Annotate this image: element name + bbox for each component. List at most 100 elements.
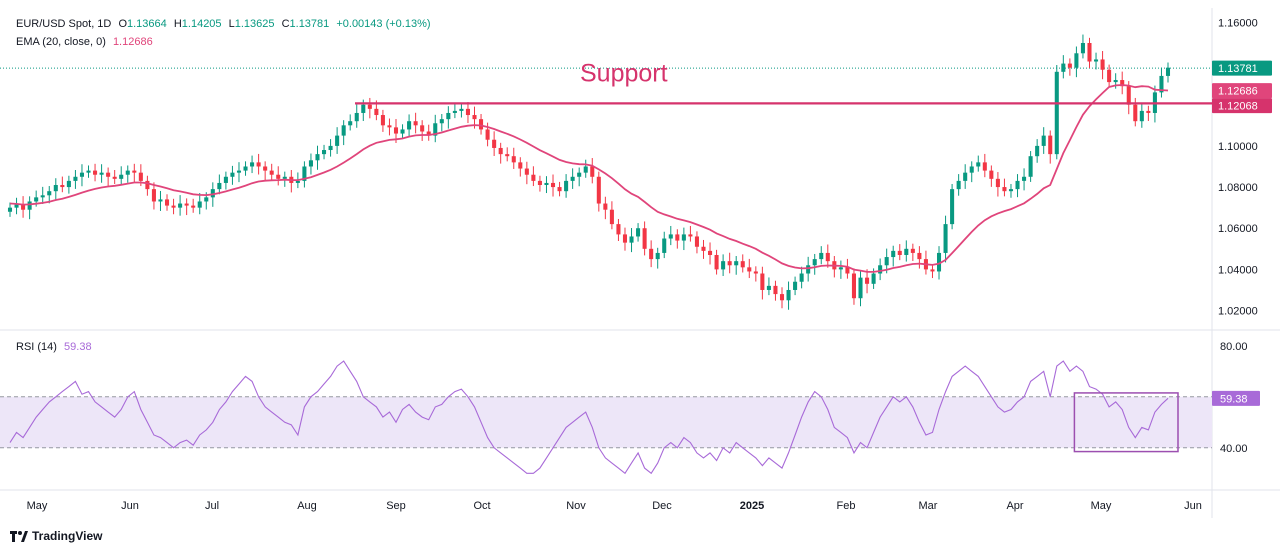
candle-body — [708, 250, 713, 255]
last-price-tag-bg — [1212, 60, 1272, 76]
candle-body — [976, 162, 981, 167]
rsi-label[interactable]: RSI (14) — [16, 341, 57, 353]
candle-body — [1061, 63, 1066, 72]
time-tick-label: May — [27, 500, 48, 512]
candle-body — [884, 257, 889, 266]
candle-body — [505, 154, 510, 157]
candle-body — [577, 172, 582, 177]
candle-body — [878, 265, 883, 274]
ohlc-legend: EUR/USD Spot, 1D O1.13664 H1.14205 L1.13… — [16, 18, 435, 30]
rsi-tick-label: 80.00 — [1220, 341, 1248, 353]
candle-body — [1120, 80, 1125, 87]
candle-body — [1107, 69, 1112, 83]
candle-body — [446, 112, 451, 120]
candle-body — [865, 277, 870, 284]
time-tick-label: Jun — [1184, 500, 1202, 512]
candle-body — [603, 203, 608, 210]
candle-body — [557, 187, 562, 192]
candle-body — [178, 203, 183, 208]
candle-body — [819, 252, 824, 260]
price-tick-label: 1.02000 — [1218, 306, 1258, 318]
time-tick-label: Dec — [652, 500, 672, 512]
candle-body — [276, 174, 281, 179]
candle-body — [891, 250, 896, 258]
support-annotation: Support — [580, 59, 668, 87]
candle-body — [622, 234, 628, 243]
tradingview-brand: TradingView — [32, 529, 103, 543]
time-tick-label: Aug — [297, 500, 317, 512]
candle-body — [897, 250, 902, 255]
ema-price-tag: 1.12686 — [1218, 86, 1258, 98]
candle-body — [609, 209, 614, 225]
candle-body — [570, 176, 575, 181]
high-value: 1.14205 — [181, 18, 222, 30]
candle-body — [799, 273, 804, 282]
time-tick-label: Jul — [205, 500, 219, 512]
candle-body — [1074, 53, 1079, 68]
rsi-axis[interactable]: 80.00 40.00 59.38 — [1212, 341, 1260, 455]
price-axis[interactable]: 1.16000 1.10000 1.08000 1.06000 1.04000 1.020… — [1218, 17, 1258, 317]
candle-body — [151, 189, 156, 202]
candle-body — [701, 246, 706, 251]
candle-body — [1087, 42, 1092, 62]
candle-body — [531, 174, 536, 181]
candle-body — [60, 185, 65, 188]
candle-body — [629, 236, 634, 243]
candle-body — [989, 170, 994, 179]
candle-body — [518, 162, 523, 169]
candle-body — [328, 145, 333, 151]
ema-legend: EMA (20, close, 0) 1.12686 — [16, 36, 157, 48]
rsi-band — [0, 396, 1212, 448]
candle-body — [564, 180, 569, 192]
candle-body — [550, 182, 556, 188]
candle-body — [145, 180, 150, 190]
support-price-tag: 1.12068 — [1218, 101, 1258, 113]
candle-body — [1048, 135, 1053, 155]
close-label: C — [281, 18, 290, 30]
rsi-line — [9, 360, 1169, 475]
candle-body — [433, 123, 438, 136]
candle-body — [367, 104, 372, 109]
candle-body — [793, 281, 798, 290]
candle-body — [302, 166, 307, 181]
candle-body — [204, 197, 209, 202]
candle-body — [191, 205, 196, 208]
time-axis[interactable]: May Jun Jul Aug Sep Oct Nov Dec 2025 Feb Mar Apr May… — [27, 500, 1202, 512]
candle-body — [269, 170, 274, 175]
candle-body — [714, 254, 719, 270]
candle-body — [164, 199, 170, 206]
candle-body — [53, 185, 58, 192]
candle-body — [766, 285, 771, 290]
candle-body — [400, 129, 405, 134]
candle-body — [112, 176, 117, 179]
ema-label[interactable]: EMA (20, close, 0) — [16, 36, 106, 48]
time-tick-label: Mar — [919, 500, 938, 512]
candle-body — [596, 176, 601, 204]
candle-body — [282, 176, 287, 179]
candle-body — [917, 252, 922, 260]
candle-body — [950, 189, 955, 225]
candle-body — [485, 129, 490, 140]
rsi-value: 59.38 — [64, 341, 92, 353]
candle-body — [47, 191, 52, 196]
candle-body — [348, 121, 353, 126]
candle-body — [995, 178, 1000, 188]
candle-body — [119, 174, 124, 179]
candle-body — [871, 273, 876, 284]
candle-body — [779, 294, 785, 301]
symbol-label[interactable]: EUR/USD Spot, 1D — [16, 18, 112, 30]
candle-body — [407, 121, 412, 130]
candle-body — [904, 248, 909, 255]
candle-body — [263, 166, 268, 171]
candle-body — [210, 189, 215, 198]
candle-body — [851, 273, 856, 299]
candle-body — [256, 162, 261, 167]
candle-body — [1067, 63, 1072, 68]
price-tick-label: 1.10000 — [1218, 141, 1258, 153]
rsi-tick-label: 40.00 — [1220, 443, 1248, 455]
candles-layer — [7, 34, 1171, 310]
candle-body — [825, 252, 830, 262]
candle-body — [1041, 135, 1046, 146]
tradingview-logo[interactable]: TradingView — [10, 529, 102, 543]
